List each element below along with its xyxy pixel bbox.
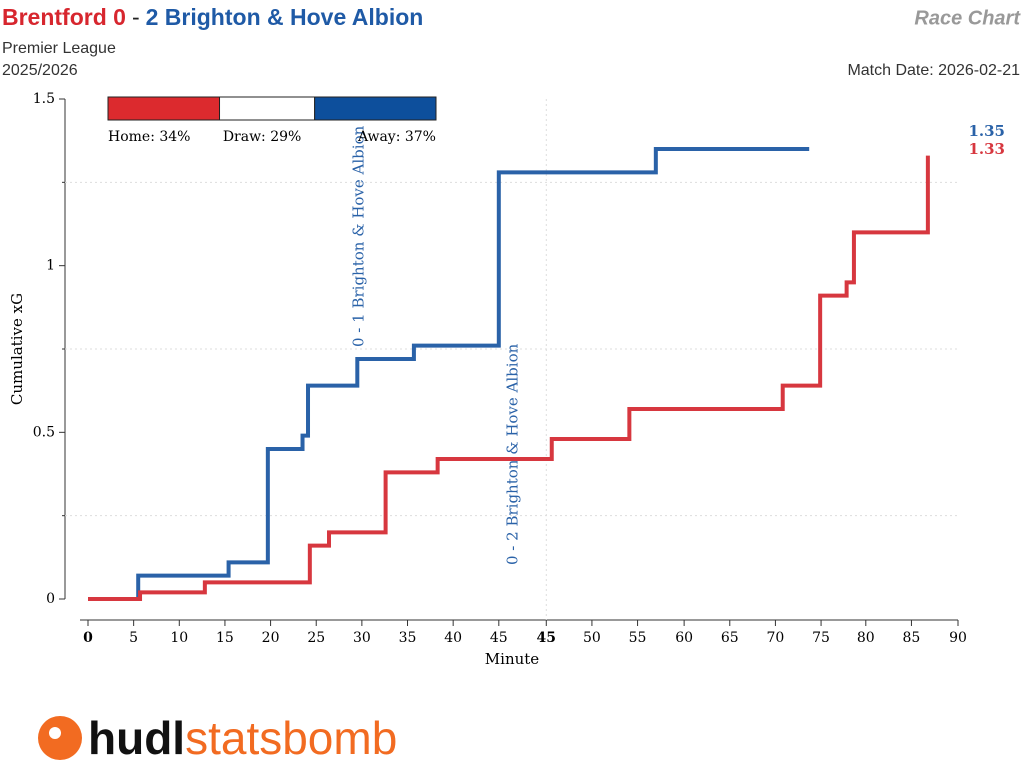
x-tick-label: 30 <box>353 630 371 646</box>
logo-icon <box>38 716 82 760</box>
x-tick-label: 25 <box>307 630 325 646</box>
end-label: 1.35 <box>968 122 1005 140</box>
x-tick-label: 65 <box>721 630 739 646</box>
probability-bar <box>314 96 437 121</box>
x-tick-label: 45 <box>537 630 556 646</box>
away-title: 2 Brighton & Hove Albion <box>146 4 424 30</box>
y-tick-label: 1.5 <box>33 91 55 107</box>
y-tick-label: 0 <box>46 591 55 607</box>
x-tick-label: 80 <box>857 630 875 646</box>
x-tick-label: 60 <box>675 630 693 646</box>
home-title: Brentford 0 <box>2 4 126 30</box>
x-tick-label: 0 <box>83 630 93 646</box>
probability-label: Away: 37% <box>357 129 436 145</box>
probability-bar <box>107 96 221 121</box>
logo-icon-eye <box>49 727 61 739</box>
logo: hudlstatsbomb <box>88 712 397 764</box>
logo-a: hudl <box>88 712 185 764</box>
x-tick-label: 35 <box>399 630 417 646</box>
probability-bar <box>219 96 316 121</box>
goal-annotation: 0 - 2 Brighton & Hove Albion <box>504 343 522 565</box>
x-tick-label: 45 <box>490 630 508 646</box>
end-label: 1.33 <box>968 140 1005 158</box>
x-tick-label: 55 <box>629 630 647 646</box>
y-tick-label: 0.5 <box>33 424 55 440</box>
logo-b: statsbomb <box>185 712 397 764</box>
x-tick-label: 70 <box>767 630 785 646</box>
x-tick-label: 90 <box>949 630 967 646</box>
x-tick-label: 20 <box>262 630 280 646</box>
probability-label: Home: 34% <box>108 129 190 145</box>
xg-line <box>88 155 930 601</box>
x-tick-label: 15 <box>216 630 234 646</box>
competition: Premier League <box>2 40 116 57</box>
x-tick-label: 85 <box>903 630 921 646</box>
chart-name: Race Chart <box>914 7 1021 29</box>
x-tick-label: 40 <box>444 630 462 646</box>
title-sep: - <box>132 4 140 30</box>
x-tick-label: 10 <box>170 630 188 646</box>
x-tick-label: 50 <box>583 630 601 646</box>
season: 2025/2026 <box>2 62 78 79</box>
y-tick-label: 1 <box>46 258 55 274</box>
xg-line <box>88 147 810 601</box>
probability-label: Draw: 29% <box>223 129 302 145</box>
goal-annotation: 0 - 1 Brighton & Hove Albion <box>349 125 367 347</box>
x-tick-label: 75 <box>812 630 830 646</box>
y-axis-label: Cumulative xG <box>8 293 26 405</box>
x-tick-label: 5 <box>129 630 138 646</box>
x-axis-label: Minute <box>485 650 540 668</box>
match-date: Match Date: 2026-02-21 <box>847 62 1020 79</box>
chart-title: Brentford 0-2 Brighton & Hove Albion <box>2 4 423 30</box>
